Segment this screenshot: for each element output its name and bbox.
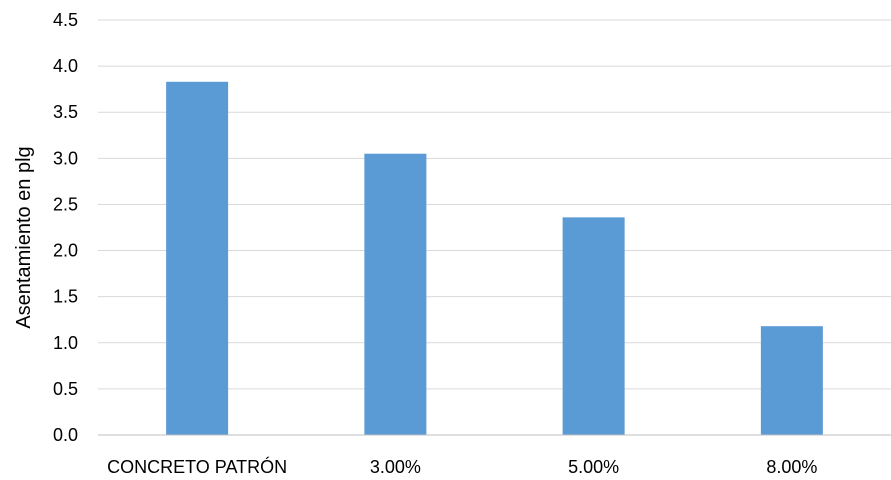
y-tick-label: 3.5 <box>53 102 78 122</box>
x-tick-label: 5.00% <box>568 457 619 477</box>
bar <box>364 153 427 435</box>
y-tick-label: 1.5 <box>53 287 78 307</box>
gridlines <box>98 19 891 390</box>
bar <box>166 81 229 436</box>
y-tick-label: 3.0 <box>53 148 78 168</box>
y-axis-label: Asentamiento en plg <box>13 146 35 328</box>
x-tick-labels: CONCRETO PATRÓN 3.00% 5.00% 8.00% <box>107 456 817 477</box>
bar <box>760 326 823 435</box>
y-tick-label: 4.0 <box>53 56 78 76</box>
y-tick-label: 0.0 <box>53 425 78 445</box>
y-tick-label: 2.0 <box>53 241 78 261</box>
x-tick-label: CONCRETO PATRÓN <box>107 456 287 477</box>
y-tick-labels: 0.0 0.5 1.0 1.5 2.0 2.5 3.0 3.5 4.0 4.5 <box>53 10 78 445</box>
y-tick-label: 4.5 <box>53 10 78 30</box>
x-tick-label: 3.00% <box>370 457 421 477</box>
y-tick-label: 0.5 <box>53 379 78 399</box>
bars <box>166 81 823 436</box>
y-tick-label: 2.5 <box>53 194 78 214</box>
y-tick-label: 1.0 <box>53 333 78 353</box>
x-tick-label: 8.00% <box>766 457 817 477</box>
bar <box>562 217 625 435</box>
